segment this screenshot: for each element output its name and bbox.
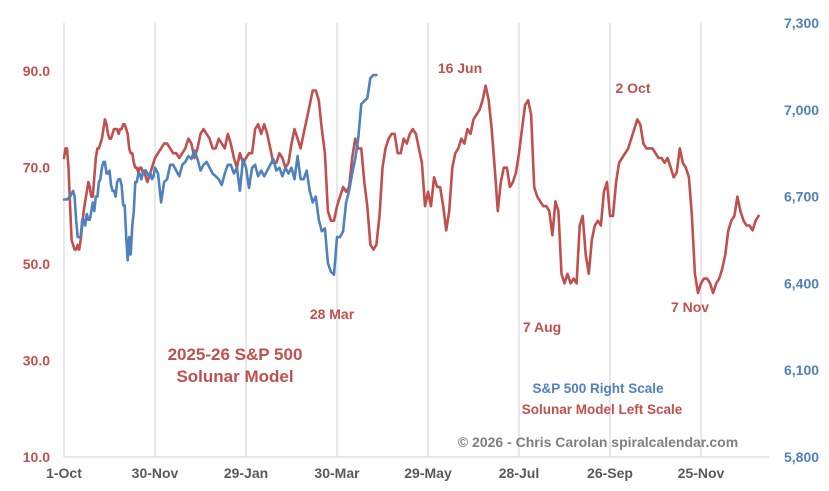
x-tick-label: 28-Jul bbox=[499, 465, 539, 481]
legend-solunar: Solunar Model Left Scale bbox=[522, 402, 683, 417]
y-left-tick-label: 50.0 bbox=[23, 256, 50, 272]
y-right-tick-label: 6,400 bbox=[784, 275, 819, 291]
x-tick-label: 1-Oct bbox=[46, 465, 82, 481]
annotation-label: 7 Aug bbox=[523, 319, 561, 335]
left-y-axis: 10.0 30.0 50.0 70.0 90.0 bbox=[23, 63, 50, 465]
x-axis: 1-Oct 30-Nov 29-Jan 30-Mar 29-May 28-Jul 26-Se… bbox=[46, 465, 724, 481]
annotation-label: 2 Oct bbox=[615, 80, 650, 96]
series-group bbox=[62, 73, 760, 295]
y-left-tick-label: 70.0 bbox=[23, 160, 50, 176]
sp500-line bbox=[62, 73, 378, 277]
x-tick-label: 30-Mar bbox=[314, 465, 360, 481]
solunar-model-line bbox=[62, 84, 760, 295]
vertical-gridlines bbox=[63, 23, 702, 457]
annotations: 28 Mar 16 Jun 7 Aug 2 Oct 7 Nov bbox=[310, 60, 709, 335]
right-y-axis: 5,800 6,100 6,400 6,700 7,000 7,300 bbox=[784, 15, 819, 465]
x-tick-label: 30-Nov bbox=[132, 465, 179, 481]
y-left-tick-label: 90.0 bbox=[23, 63, 50, 79]
annotation-label: 28 Mar bbox=[310, 306, 355, 322]
x-tick-label: 25-Nov bbox=[678, 465, 725, 481]
x-tick-label: 29-May bbox=[404, 465, 452, 481]
legend-sp500: S&P 500 Right Scale bbox=[532, 381, 664, 396]
y-right-tick-label: 7,300 bbox=[784, 15, 819, 31]
x-tick-label: 26-Sep bbox=[587, 465, 633, 481]
x-tick-label: 29-Jan bbox=[224, 465, 268, 481]
copyright-text: © 2026 - Chris Carolan spiralcalendar.co… bbox=[458, 434, 738, 450]
y-left-tick-label: 30.0 bbox=[23, 353, 50, 369]
y-right-tick-label: 6,100 bbox=[784, 362, 819, 378]
chart-title-line-2: Solunar Model bbox=[176, 367, 293, 386]
y-right-tick-label: 6,700 bbox=[784, 189, 819, 205]
annotation-label: 7 Nov bbox=[671, 299, 709, 315]
y-left-tick-label: 10.0 bbox=[23, 449, 50, 465]
chart-title-line-1: 2025-26 S&P 500 bbox=[168, 345, 303, 364]
y-right-tick-label: 5,800 bbox=[784, 449, 819, 465]
y-right-tick-label: 7,000 bbox=[784, 102, 819, 118]
annotation-label: 16 Jun bbox=[438, 60, 482, 76]
